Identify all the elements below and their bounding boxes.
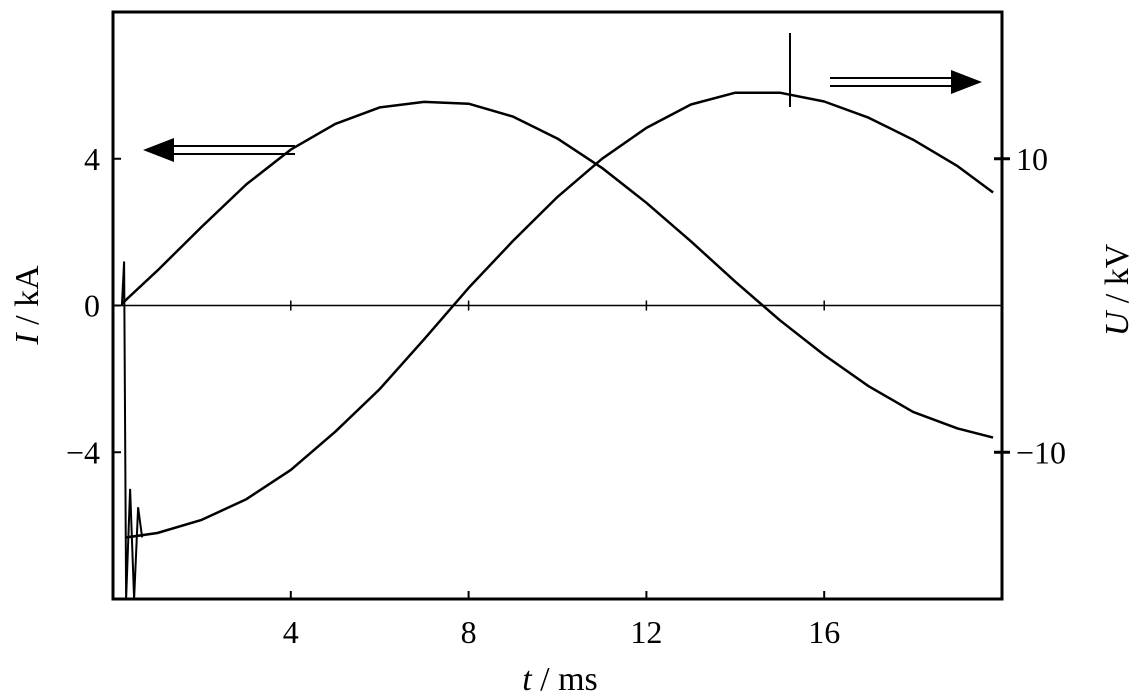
transient-spike: [120, 261, 144, 600]
voltage-axis-arrow: [830, 70, 982, 94]
y-left-axis-label: I / kA: [9, 265, 46, 346]
y-left-tick-label: 0: [84, 288, 100, 324]
y-right-tick-label: −10: [1016, 434, 1066, 470]
current-series-line: [121, 100, 994, 439]
y-left-tick-label: −4: [66, 434, 100, 470]
voltage-series-line: [126, 91, 994, 539]
x-tick-label: 12: [630, 614, 662, 650]
y-left-tick-label: 4: [84, 141, 100, 177]
y-right-axis-label: U / kV: [1099, 243, 1136, 336]
x-tick-label: 8: [461, 614, 477, 650]
y-right-tick-label: 10: [1016, 141, 1048, 177]
x-axis-label: t / ms: [522, 661, 598, 698]
x-tick-label: 4: [283, 614, 299, 650]
x-tick-label: 16: [808, 614, 840, 650]
current-axis-arrow: [143, 138, 295, 162]
